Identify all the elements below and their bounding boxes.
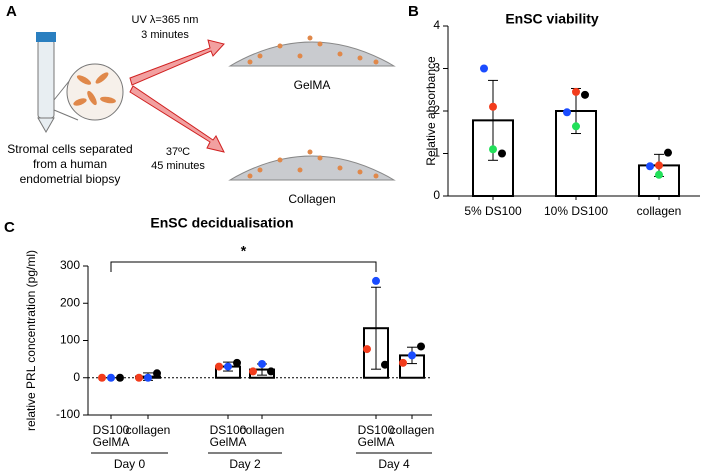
data-point [581, 90, 589, 99]
y-tick-label: 3 [433, 61, 440, 75]
data-point [480, 64, 488, 73]
gel-cells [247, 35, 379, 179]
zoom-line [53, 109, 79, 121]
x-tick-label: 5% DS100 [464, 204, 522, 218]
gel-label: Collagen [288, 192, 335, 206]
group-label: Day 4 [378, 457, 410, 471]
source-label: from a human [33, 157, 107, 171]
data-point [249, 367, 257, 376]
tube-tip [37, 117, 55, 134]
gel-label: GelMA [294, 78, 331, 92]
data-point [98, 373, 106, 382]
data-point [233, 358, 241, 367]
cells [73, 72, 116, 106]
uv-condition: UV λ=365 nm [132, 14, 199, 26]
y-tick-label: 0 [73, 370, 80, 384]
y-tick-label: 200 [60, 295, 80, 309]
data-point [655, 161, 663, 170]
data-point [655, 170, 663, 179]
data-point [664, 148, 672, 157]
data-point [417, 342, 425, 351]
y-tick-label: -100 [56, 407, 80, 421]
data-point [489, 145, 497, 154]
arrow [129, 85, 225, 153]
data-point [116, 373, 124, 382]
y-tick-label: 2 [433, 103, 440, 117]
data-point [399, 358, 407, 367]
data-point [144, 373, 152, 382]
source-label: endometrial biopsy [20, 172, 121, 186]
gel [228, 155, 396, 181]
panel-letter: B [408, 3, 419, 20]
data-point [258, 359, 266, 368]
chart-title: EnSC viability [505, 11, 599, 27]
data-point [646, 162, 654, 171]
y-axis-label: Relative absorbance [424, 56, 438, 166]
data-point [489, 102, 497, 111]
cell-zoom [66, 63, 124, 121]
data-point [215, 362, 223, 371]
temp-condition: 37ºC [166, 146, 190, 158]
data-point [572, 87, 580, 96]
panel-letter: A [6, 3, 17, 20]
x-tick-label: DS100 GelMA [93, 423, 130, 449]
data-point [153, 369, 161, 378]
significance-label: * [241, 243, 247, 259]
y-tick-label: 0 [433, 188, 440, 202]
data-point [408, 351, 416, 360]
y-tick-label: 1 [433, 146, 440, 160]
x-tick-label: collagen [390, 423, 435, 437]
significance-bracket [110, 261, 377, 272]
y-tick-label: 300 [60, 258, 80, 272]
y-axis-label: relative PRL concentration (pg/ml) [24, 250, 38, 431]
data-point [267, 367, 275, 376]
group-label: Day 0 [114, 457, 146, 471]
x-tick-label: DS100 GelMA [358, 423, 395, 449]
tube [37, 39, 55, 119]
x-tick-label: DS100 GelMA [210, 423, 247, 449]
temp-time: 45 minutes [151, 160, 205, 172]
x-tick-label: collagen [637, 204, 682, 218]
panel-letter: C [4, 219, 15, 236]
x-tick-label: collagen [240, 423, 285, 437]
data-point [363, 345, 371, 354]
gel [228, 41, 396, 67]
uv-time: 3 minutes [141, 29, 189, 41]
source-label: Stromal cells separated [7, 142, 132, 156]
data-point [563, 108, 571, 117]
data-point [381, 360, 389, 369]
schematic [36, 32, 396, 181]
y-tick-label: 100 [60, 333, 80, 347]
data-point [498, 149, 506, 158]
arrow [129, 39, 225, 86]
chart-title: EnSC decidualisation [150, 215, 293, 231]
data-point [572, 122, 580, 131]
y-tick-label: 4 [433, 18, 440, 32]
data-point [135, 373, 143, 382]
data-point [224, 362, 232, 371]
group-label: Day 2 [229, 457, 261, 471]
data-point [372, 276, 380, 285]
data-point [107, 373, 115, 382]
x-tick-label: collagen [126, 423, 171, 437]
x-tick-label: 10% DS100 [544, 204, 608, 218]
tube-cap [36, 32, 56, 42]
